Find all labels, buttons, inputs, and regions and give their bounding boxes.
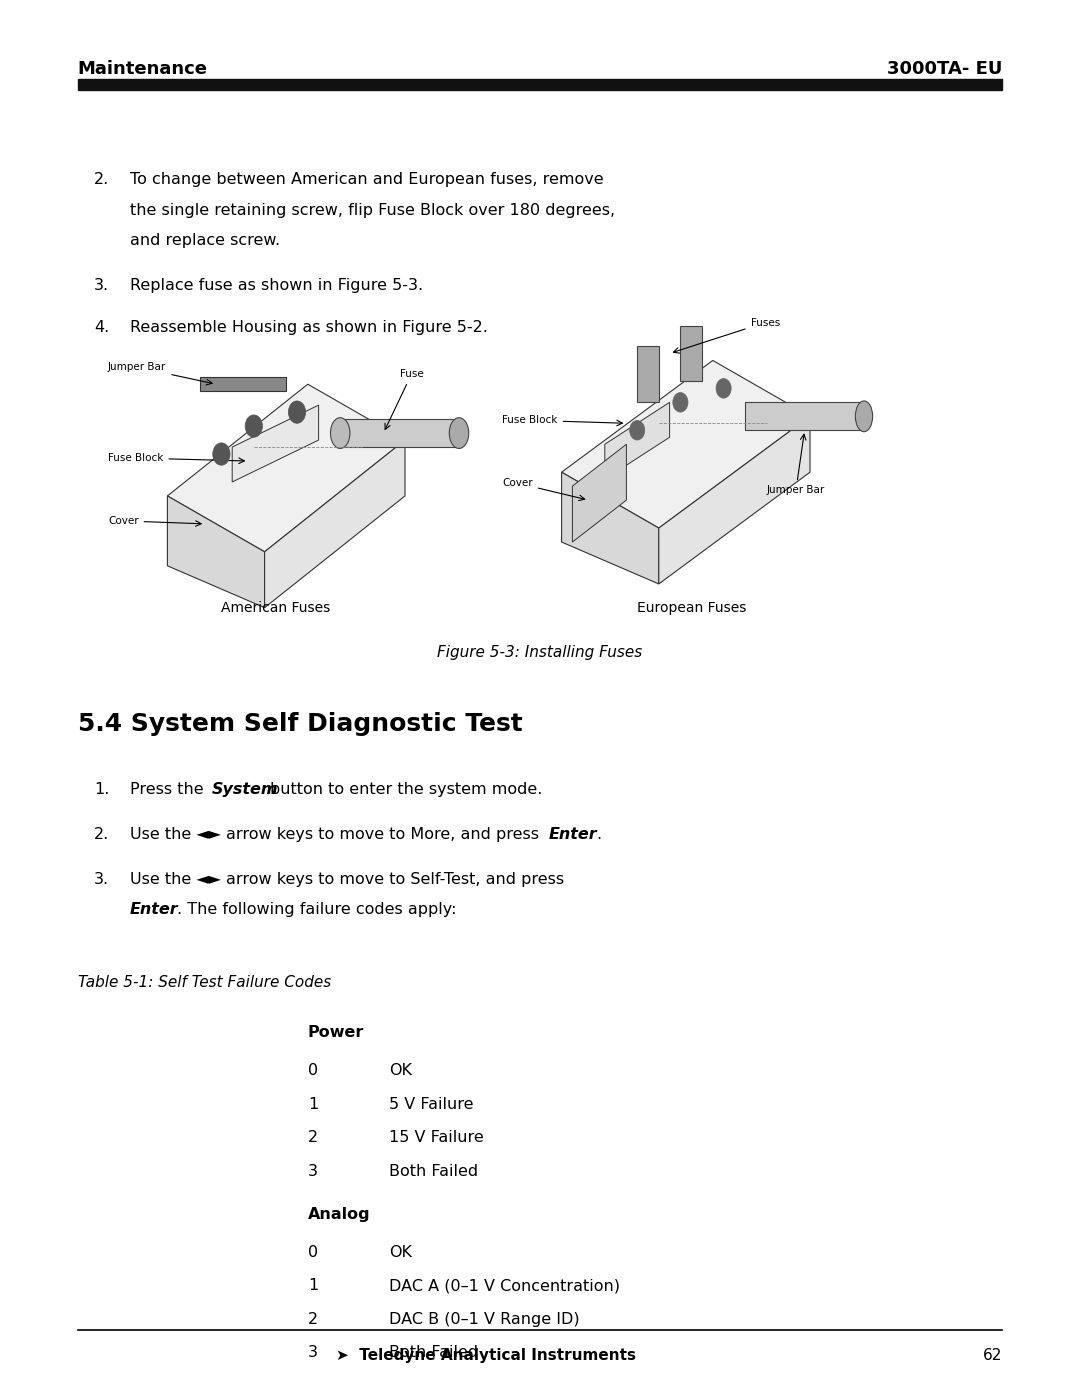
Text: 3: 3 [308, 1164, 318, 1179]
Text: Power: Power [308, 1025, 364, 1041]
Circle shape [245, 415, 262, 437]
Polygon shape [637, 346, 659, 402]
Polygon shape [232, 405, 319, 482]
Polygon shape [680, 326, 702, 381]
Text: Jumper Bar: Jumper Bar [767, 434, 825, 495]
Ellipse shape [449, 418, 469, 448]
Text: 5 V Failure: 5 V Failure [389, 1097, 473, 1112]
Text: 4.: 4. [94, 320, 109, 335]
Text: Cover: Cover [502, 478, 584, 500]
Polygon shape [572, 444, 626, 542]
Text: Reassemble Housing as shown in Figure 5-2.: Reassemble Housing as shown in Figure 5-… [130, 320, 487, 335]
Polygon shape [340, 419, 459, 447]
Polygon shape [745, 402, 864, 430]
Circle shape [716, 379, 731, 398]
Polygon shape [200, 377, 286, 391]
Text: 3.: 3. [94, 278, 109, 293]
Text: 1.: 1. [94, 782, 109, 798]
Polygon shape [562, 360, 810, 528]
Text: 0: 0 [308, 1245, 318, 1260]
Text: OK: OK [389, 1245, 411, 1260]
Bar [78, 80, 1002, 91]
Text: Fuse Block: Fuse Block [502, 415, 622, 426]
Text: 15 V Failure: 15 V Failure [389, 1130, 484, 1146]
Polygon shape [562, 472, 659, 584]
Text: 0: 0 [308, 1063, 318, 1078]
Text: 2: 2 [308, 1312, 318, 1327]
Text: 3: 3 [308, 1345, 318, 1361]
Text: 3.: 3. [94, 872, 109, 887]
Text: 2: 2 [308, 1130, 318, 1146]
Text: Fuses: Fuses [674, 317, 780, 353]
Text: ➤  Teledyne Analytical Instruments: ➤ Teledyne Analytical Instruments [336, 1348, 636, 1363]
Text: Replace fuse as shown in Figure 5-3.: Replace fuse as shown in Figure 5-3. [130, 278, 422, 293]
Text: To change between American and European fuses, remove: To change between American and European … [130, 172, 604, 187]
Text: Enter: Enter [130, 902, 178, 918]
Text: Both Failed: Both Failed [389, 1164, 478, 1179]
Text: OK: OK [389, 1063, 411, 1078]
Text: .: . [596, 827, 602, 842]
Polygon shape [605, 402, 670, 479]
Text: Fuse Block: Fuse Block [108, 453, 244, 464]
Ellipse shape [855, 401, 873, 432]
Text: button to enter the system mode.: button to enter the system mode. [270, 782, 542, 798]
Polygon shape [167, 384, 405, 552]
Text: System: System [212, 782, 279, 798]
Ellipse shape [330, 418, 350, 448]
Polygon shape [265, 440, 405, 608]
Text: 2.: 2. [94, 172, 109, 187]
Text: Fuse: Fuse [384, 369, 423, 429]
Text: 3000TA- EU: 3000TA- EU [887, 60, 1002, 78]
Text: DAC B (0–1 V Range ID): DAC B (0–1 V Range ID) [389, 1312, 580, 1327]
Text: Maintenance: Maintenance [78, 60, 207, 78]
Circle shape [630, 420, 645, 440]
Polygon shape [167, 496, 265, 608]
Circle shape [288, 401, 306, 423]
Text: . The following failure codes apply:: . The following failure codes apply: [177, 902, 457, 918]
Text: Table 5-1: Self Test Failure Codes: Table 5-1: Self Test Failure Codes [78, 975, 330, 990]
Text: Both Failed: Both Failed [389, 1345, 478, 1361]
Text: 62: 62 [983, 1348, 1002, 1363]
Text: Use the ◄► arrow keys to move to More, and press: Use the ◄► arrow keys to move to More, a… [130, 827, 543, 842]
Text: Figure 5-3: Installing Fuses: Figure 5-3: Installing Fuses [437, 645, 643, 661]
Text: Cover: Cover [108, 515, 201, 527]
Text: and replace screw.: and replace screw. [130, 233, 280, 249]
Text: American Fuses: American Fuses [220, 601, 330, 615]
Text: the single retaining screw, flip Fuse Block over 180 degrees,: the single retaining screw, flip Fuse Bl… [130, 203, 615, 218]
Circle shape [213, 443, 230, 465]
Text: 5.4 System Self Diagnostic Test: 5.4 System Self Diagnostic Test [78, 712, 523, 736]
Text: Jumper Bar: Jumper Bar [108, 362, 212, 386]
Text: Use the ◄► arrow keys to move to Self-Test, and press: Use the ◄► arrow keys to move to Self-Te… [130, 872, 564, 887]
Text: 1: 1 [308, 1278, 318, 1294]
Text: Press the: Press the [130, 782, 208, 798]
Polygon shape [659, 416, 810, 584]
Text: DAC A (0–1 V Concentration): DAC A (0–1 V Concentration) [389, 1278, 620, 1294]
Circle shape [673, 393, 688, 412]
Text: European Fuses: European Fuses [636, 601, 746, 615]
Text: Analog: Analog [308, 1207, 370, 1222]
Text: 2.: 2. [94, 827, 109, 842]
Text: Enter: Enter [549, 827, 597, 842]
Text: 1: 1 [308, 1097, 318, 1112]
